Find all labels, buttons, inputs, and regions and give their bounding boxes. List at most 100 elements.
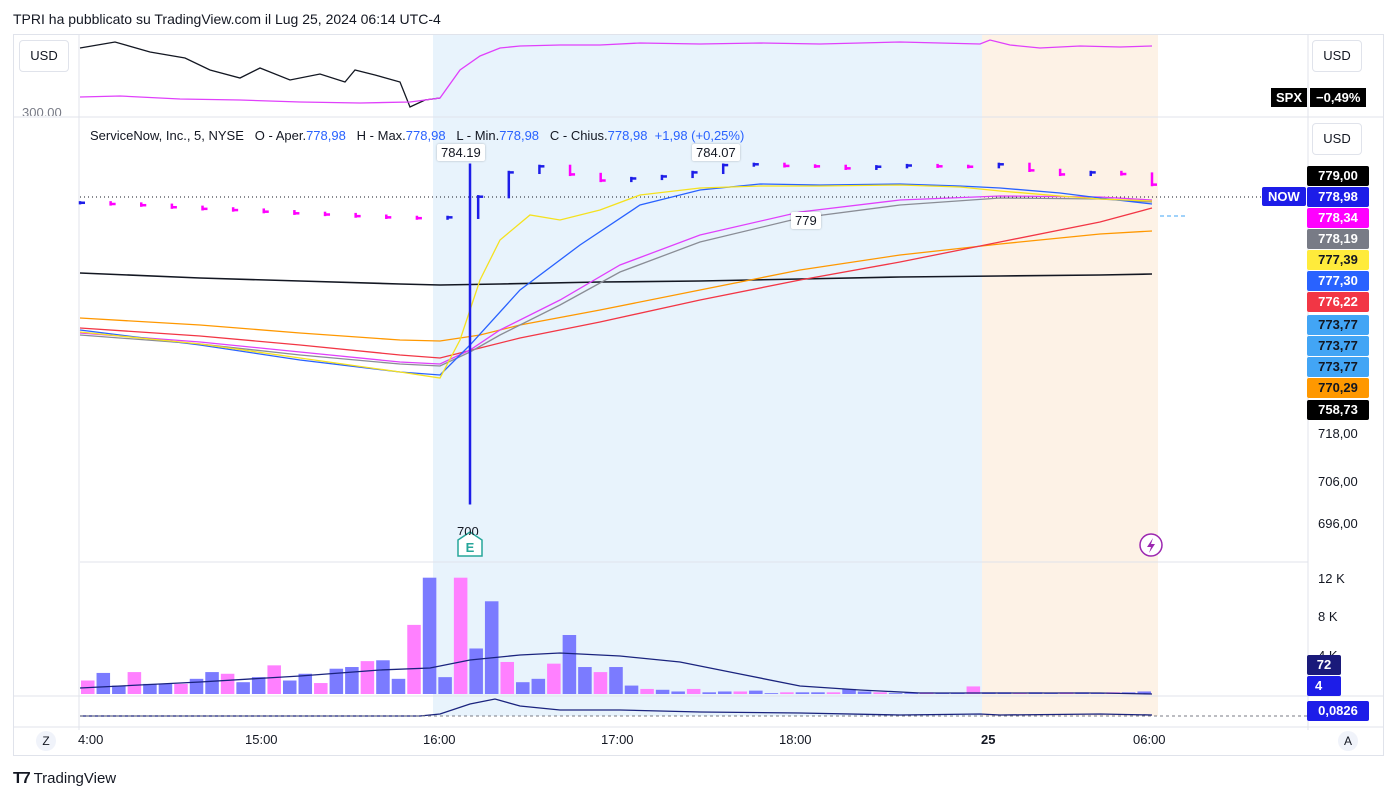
volume-ma-line (79, 652, 1153, 695)
volume-bar (686, 688, 701, 694)
volume-bar (438, 677, 452, 694)
price-badge-1: 778,98 (1307, 187, 1369, 207)
price-badge-9: 773,77 (1307, 357, 1369, 377)
volume-bar (143, 683, 157, 694)
volume-bar (888, 693, 903, 694)
legend-close: 778,98 (607, 128, 648, 143)
currency-main-button[interactable]: USD (1312, 123, 1362, 155)
volume-bar (811, 692, 825, 694)
volume-bar (593, 672, 608, 694)
price-badge-0: 779,00 (1307, 166, 1369, 186)
price-badge-11: 758,73 (1307, 400, 1369, 420)
volume-tick-8k: 8 K (1318, 609, 1338, 624)
currency-top-button[interactable]: USD (1312, 40, 1362, 72)
volume-tick-12k: 12 K (1318, 571, 1345, 586)
volume-bar (345, 667, 359, 694)
ma-yellow-line (79, 184, 1153, 379)
volume-bar (904, 693, 918, 694)
volume-bar (640, 688, 654, 694)
volume-badge-ma: 72 (1307, 655, 1341, 675)
volume-bar (857, 691, 872, 694)
time-label-3: 17:00 (601, 732, 634, 747)
price-badge-2: 778,34 (1307, 208, 1369, 228)
price-badge-6: 776,22 (1307, 292, 1369, 312)
volume-bar (112, 685, 126, 694)
tradingview-logo-icon: T7 (13, 770, 31, 787)
volume-bar (764, 693, 779, 694)
volume-bar (453, 577, 468, 694)
spx-left-axis-value: 300,00 (22, 105, 62, 116)
volume-bar (966, 686, 981, 694)
volume-bar (298, 673, 313, 694)
auto-scale-button[interactable]: A (1338, 731, 1358, 751)
price-badge-8: 773,77 (1307, 336, 1369, 356)
volume-bar (329, 668, 344, 694)
spx-magenta-line (79, 39, 1153, 104)
volume-bar (174, 683, 188, 694)
volume-bar (391, 678, 406, 694)
volume-bar (717, 691, 732, 694)
legend-high-label: H - Max. (356, 128, 406, 143)
ma-pink-line (79, 195, 1153, 365)
volume-bar (516, 682, 530, 694)
volume-bar (655, 689, 670, 694)
volume-bar (407, 624, 421, 694)
ma-red-line (79, 207, 1153, 359)
tradingview-brand: T7 TradingView (13, 770, 116, 788)
legend-low: 778,98 (499, 128, 540, 143)
lightning-icon[interactable] (1139, 533, 1163, 557)
legend-change: +1,98 (+0,25%) (654, 128, 745, 143)
price-tick-706: 706,00 (1318, 474, 1358, 489)
volume-badge-last: 4 (1307, 676, 1341, 696)
volume-bar (733, 691, 748, 694)
volume-bar (873, 692, 887, 694)
volume-bar (360, 661, 375, 694)
volume-bar (671, 691, 685, 694)
time-label-6: 06:00 (1133, 732, 1166, 747)
volume-bar (282, 680, 297, 694)
volume-bar (842, 688, 856, 694)
legend-high: 778,98 (405, 128, 446, 143)
volume-bar (702, 692, 716, 694)
volume-bars-group (81, 577, 1151, 694)
zoom-z-button[interactable]: Z (36, 731, 56, 751)
volume-bar (96, 672, 111, 694)
spx-change-badge: −0,49% (1310, 88, 1367, 107)
ma-black-line (79, 272, 1153, 286)
volume-bar (376, 660, 390, 694)
volume-bar (158, 683, 173, 694)
currency-left-button[interactable]: USD (19, 40, 69, 72)
volume-bar (578, 667, 592, 694)
earnings-icon[interactable]: E (457, 531, 483, 557)
price-badge-10: 770,29 (1307, 378, 1369, 398)
volume-bar (500, 661, 515, 694)
spx-black-line (79, 41, 441, 108)
price-badge-5: 777,30 (1307, 271, 1369, 291)
volume-bar (795, 692, 810, 694)
time-label-2: 16:00 (423, 732, 456, 747)
mid-annotation: 779 (791, 212, 821, 229)
volume-bar (189, 678, 204, 694)
volume-bar (624, 685, 639, 694)
price-badge-3: 778,19 (1307, 229, 1369, 249)
legend-low-label: L - Min. (456, 128, 500, 143)
volume-bar (609, 667, 623, 694)
high-annotation-2: 784.07 (692, 144, 740, 161)
volume-bar (484, 601, 499, 694)
symbol-legend[interactable]: ServiceNow, Inc., 5, NYSE O - Aper.778,9… (90, 128, 744, 143)
volume-bar (749, 690, 763, 694)
price-badge-4: 777,39 (1307, 250, 1369, 270)
volume-tick-4k: 4 K (1318, 648, 1338, 656)
premarket-session-bg (982, 35, 1158, 716)
volume-bar (562, 635, 577, 694)
chart-frame[interactable] (13, 34, 1384, 756)
high-annotation-1: 784.19 (437, 144, 485, 161)
volume-bar (205, 672, 219, 694)
time-label-0: 4:00 (78, 732, 104, 747)
legend-close-label: C - Chius. (549, 128, 608, 143)
oscillator-badge: 0,0826 (1307, 701, 1369, 721)
price-tick-718: 718,00 (1318, 426, 1358, 441)
time-label-5: 25 (981, 732, 996, 747)
earnings-letter: E (466, 540, 475, 555)
